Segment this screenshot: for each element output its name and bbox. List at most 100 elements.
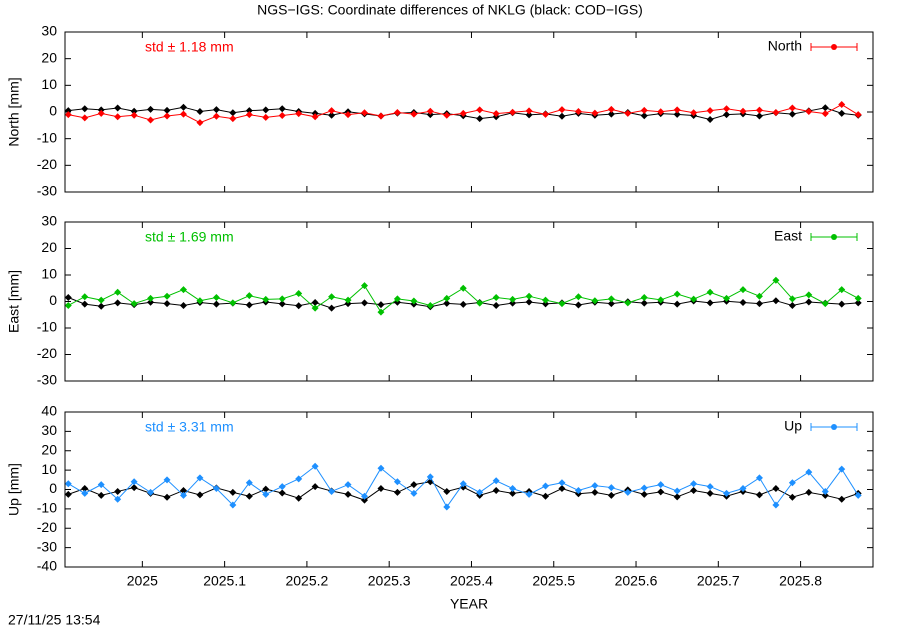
data-point <box>295 494 303 502</box>
data-point <box>739 485 747 493</box>
data-point <box>245 292 253 300</box>
data-point <box>805 488 813 496</box>
data-point <box>147 105 155 113</box>
data-point <box>328 111 336 119</box>
data-point <box>574 293 582 301</box>
y-tick-label: -20 <box>37 519 57 535</box>
data-point <box>821 300 829 308</box>
data-point <box>163 476 171 484</box>
data-point <box>262 106 270 114</box>
data-point <box>706 115 714 123</box>
data-point <box>509 295 517 303</box>
data-point <box>772 485 780 493</box>
data-point <box>640 294 648 302</box>
data-point <box>377 464 385 472</box>
data-point <box>739 299 747 307</box>
data-point <box>558 112 566 120</box>
data-point <box>278 105 286 113</box>
data-point <box>476 488 484 496</box>
data-point <box>377 308 385 316</box>
data-point <box>130 111 138 119</box>
data-point <box>525 298 533 306</box>
y-tick-label: -20 <box>37 156 57 172</box>
data-point <box>179 103 187 111</box>
data-point <box>114 113 122 121</box>
y-tick-label: 30 <box>41 23 57 39</box>
data-point <box>295 302 303 310</box>
plot-frame <box>64 31 874 193</box>
data-point <box>706 489 714 497</box>
data-point <box>640 484 648 492</box>
data-point <box>690 295 698 303</box>
data-point <box>772 109 780 117</box>
std-annotation: std ± 3.31 mm <box>145 419 234 435</box>
legend-label: Up <box>784 418 802 434</box>
data-point <box>706 483 714 491</box>
data-point <box>558 106 566 114</box>
data-point <box>838 465 846 473</box>
data-point <box>361 496 369 504</box>
x-tick-label: 2025 <box>127 573 158 589</box>
data-point <box>476 115 484 123</box>
data-point <box>344 111 352 119</box>
data-point <box>657 481 665 489</box>
data-point <box>278 111 286 119</box>
legend-marker <box>831 234 837 240</box>
data-point <box>821 104 829 112</box>
data-point <box>97 302 105 310</box>
data-point <box>525 490 533 498</box>
data-point <box>788 493 796 501</box>
y-tick-label: -10 <box>37 319 57 335</box>
data-point <box>772 276 780 284</box>
data-point <box>64 490 72 498</box>
data-point <box>854 491 862 499</box>
data-point <box>854 111 862 119</box>
data-point <box>393 488 401 496</box>
data-point <box>278 295 286 303</box>
data-point <box>114 487 122 495</box>
data-point <box>97 481 105 489</box>
data-point <box>574 107 582 115</box>
data-point <box>245 111 253 119</box>
data-point <box>788 295 796 303</box>
data-point <box>311 483 319 491</box>
data-point <box>229 488 237 496</box>
data-point <box>443 487 451 495</box>
data-point <box>245 301 253 309</box>
data-point <box>245 479 253 487</box>
data-point <box>114 288 122 296</box>
plot-frame <box>64 411 874 568</box>
data-point <box>706 107 714 115</box>
data-point <box>558 300 566 308</box>
data-point <box>229 501 237 509</box>
data-point <box>788 104 796 112</box>
data-point <box>723 489 731 497</box>
y-tick-label: -10 <box>37 500 57 516</box>
data-point <box>377 112 385 120</box>
data-point <box>229 109 237 117</box>
y-tick-label: 40 <box>41 403 57 419</box>
std-annotation: std ± 1.18 mm <box>145 39 234 55</box>
data-point <box>311 299 319 307</box>
x-tick-label: 2025.7 <box>697 573 740 589</box>
data-point <box>361 109 369 117</box>
data-point <box>130 484 138 492</box>
data-point <box>130 478 138 486</box>
y-tick-label: 0 <box>49 480 57 496</box>
data-point <box>690 480 698 488</box>
data-point <box>361 282 369 290</box>
data-point <box>854 299 862 307</box>
data-point <box>81 489 89 497</box>
data-point <box>196 491 204 499</box>
data-point <box>509 489 517 497</box>
data-point <box>344 296 352 304</box>
data-point <box>542 482 550 490</box>
y-tick-label: 30 <box>41 213 57 229</box>
data-point <box>459 284 467 292</box>
data-point <box>344 481 352 489</box>
data-point <box>755 106 763 114</box>
data-point <box>657 488 665 496</box>
data-point <box>591 482 599 490</box>
data-point <box>624 299 632 307</box>
data-point <box>607 491 615 499</box>
